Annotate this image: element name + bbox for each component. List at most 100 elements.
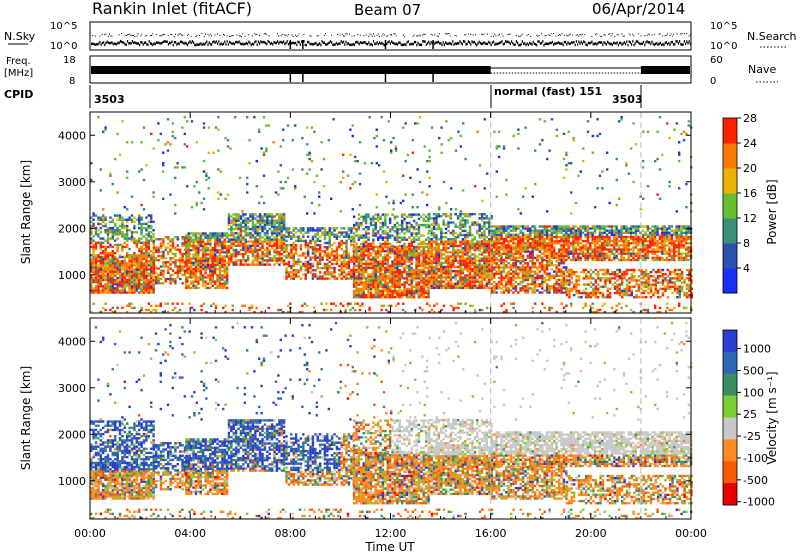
heatmap-cell (417, 238, 421, 241)
heatmap-cell (128, 268, 131, 271)
heatmap-cell (350, 256, 353, 259)
heatmap-cell (538, 282, 542, 286)
heatmap-cell (94, 241, 98, 244)
heatmap-cell (369, 254, 373, 257)
heatmap-cell (400, 223, 404, 227)
heatmap-cell (497, 276, 501, 280)
heatmap-cell (388, 228, 392, 231)
heatmap-cell (157, 273, 160, 277)
nsearch-sample (403, 34, 404, 36)
nsearch-sample (676, 33, 678, 35)
heatmap-cell (209, 259, 212, 262)
heatmap-cell (275, 250, 279, 254)
heatmap-cell (456, 274, 460, 277)
heatmap-cell (306, 231, 310, 234)
heatmap-cell (102, 266, 105, 269)
heatmap-cell (435, 249, 438, 252)
heatmap-cell (114, 233, 117, 236)
heatmap-cell (381, 268, 385, 272)
heatmap-cell (94, 243, 98, 247)
heatmap-cell (138, 239, 141, 242)
heatmap-cell (464, 251, 467, 254)
heatmap-cell (92, 243, 95, 247)
heatmap-cell (309, 258, 312, 261)
nsky-sample (104, 43, 106, 47)
heatmap-cell (273, 259, 276, 262)
heatmap-cell (246, 250, 250, 254)
nsky-sample (533, 42, 535, 46)
heatmap-cell (410, 296, 413, 299)
heatmap-cell (121, 285, 124, 288)
heatmap-cell (488, 263, 491, 267)
heatmap-cell (135, 255, 138, 259)
heatmap-cell (396, 275, 399, 278)
heatmap-cell (138, 282, 141, 286)
nsearch-sample (217, 33, 218, 35)
heatmap-cell (415, 252, 418, 255)
heatmap-cell (449, 251, 453, 254)
heatmap-cell (388, 242, 392, 246)
heatmap-cell (185, 238, 188, 241)
heatmap-cell (150, 276, 153, 280)
heatmap-cell (328, 239, 331, 243)
heatmap-cell (428, 265, 431, 269)
nsearch-sample (377, 33, 379, 35)
nsky-sample (680, 42, 682, 46)
heatmap-cell (333, 269, 336, 272)
heatmap-cell (221, 269, 224, 273)
heatmap-cell (391, 247, 394, 251)
heatmap-cell (468, 263, 472, 267)
nsearch-sample (136, 35, 138, 37)
heatmap-cell (123, 278, 126, 282)
heatmap-cell (159, 246, 163, 249)
nsky-sample (515, 40, 517, 43)
heatmap-cell (478, 212, 481, 216)
heatmap-cell (147, 255, 150, 259)
heatmap-cell (526, 282, 530, 286)
heatmap-cell (275, 227, 279, 231)
nsky-sample (676, 40, 678, 43)
heatmap-cell (211, 272, 214, 275)
nsky-sample (543, 43, 545, 47)
heatmap-cell (410, 225, 413, 229)
nsky-sample (644, 43, 646, 47)
heatmap-cell (109, 229, 112, 232)
heatmap-cell (102, 224, 105, 228)
heatmap-cell (412, 238, 416, 241)
heatmap-cell (130, 272, 134, 275)
heatmap-cell (213, 251, 217, 254)
heatmap-cell (94, 264, 98, 267)
heatmap-cell (251, 263, 255, 266)
nsky-sample (477, 42, 479, 45)
nsky-sample (149, 42, 151, 45)
heatmap-cell (176, 244, 180, 247)
heatmap-cell (130, 254, 134, 257)
heatmap-cell (225, 267, 229, 271)
heatmap-cell (225, 244, 229, 248)
nsearch-sample (105, 33, 107, 35)
heatmap-cell (92, 235, 95, 238)
heatmap-cell (155, 271, 158, 274)
heatmap-cell (449, 217, 453, 220)
heatmap-cell (211, 253, 214, 256)
heatmap-cell (273, 219, 276, 222)
nsky-sample (395, 42, 397, 46)
heatmap-cell (246, 234, 250, 237)
heatmap-cell (442, 253, 445, 256)
heatmap-cell (435, 267, 438, 271)
heatmap-cell (258, 238, 262, 241)
heatmap-cell (213, 244, 217, 248)
heatmap-cell (376, 213, 380, 216)
heatmap-cell (227, 248, 231, 252)
heatmap-cell (422, 223, 425, 227)
heatmap-cell (106, 282, 110, 286)
nsearch-sample (412, 35, 414, 37)
heatmap-cell (140, 259, 143, 263)
heatmap-cell (261, 221, 264, 224)
heatmap-cell (454, 259, 457, 262)
nsearch-sample (309, 35, 311, 37)
heatmap-cell (199, 259, 202, 262)
heatmap-cell (347, 266, 351, 270)
heatmap-cell (292, 248, 295, 251)
heatmap-cell (199, 263, 202, 267)
